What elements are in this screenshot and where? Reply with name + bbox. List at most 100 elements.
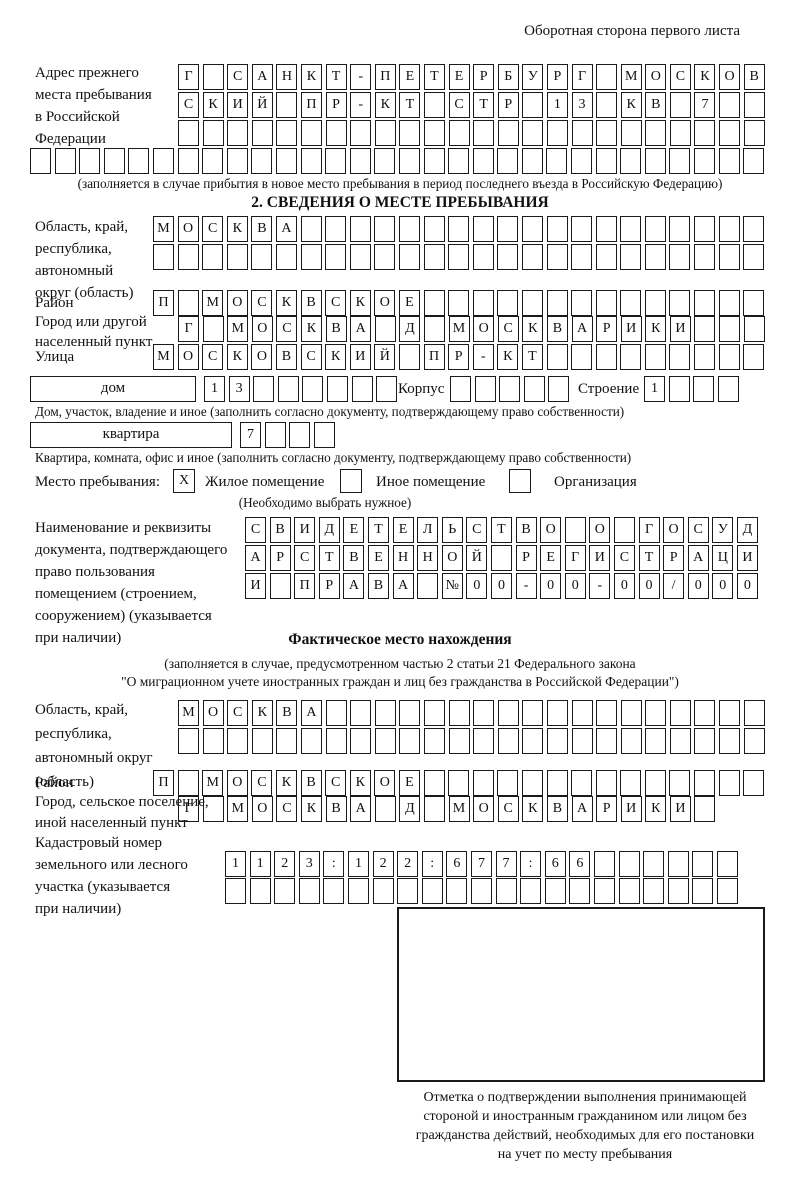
char-cell: Т: [423, 64, 445, 90]
char-cell: В: [276, 700, 298, 726]
char-cell: [667, 851, 689, 877]
char-cell: Т: [325, 64, 347, 90]
char-cell: [694, 216, 716, 242]
char-cell: [300, 728, 322, 754]
char-cell: [326, 376, 348, 402]
char-cell: К: [645, 796, 667, 822]
mesto-note: (Необходимо выбрать нужное): [238, 495, 412, 510]
doc-row-3: И П Р А В А № 0 0-0 0-0 0/0 0 0: [245, 573, 761, 599]
char-cell: [490, 545, 512, 571]
char-cell: :: [323, 851, 345, 877]
char-cell: А: [687, 545, 709, 571]
char-cell: [448, 700, 470, 726]
char-cell: [351, 376, 373, 402]
char-cell: [178, 728, 199, 754]
char-cell: И: [620, 316, 642, 342]
char-cell: Е: [540, 545, 562, 571]
char-cell: К: [620, 92, 642, 118]
char-cell: М: [620, 64, 642, 90]
char-cell: [153, 244, 174, 270]
char-cell: [719, 700, 741, 726]
char-cell: [450, 376, 471, 402]
char-cell: [325, 120, 347, 146]
ulitsa-label: Улица: [35, 349, 75, 365]
char-cell: [300, 120, 322, 146]
char-cell: С: [227, 64, 249, 90]
label-line: при наличии): [35, 901, 122, 917]
char-cell: В: [645, 92, 667, 118]
zhiloe-checkbox: X: [173, 469, 195, 493]
char-cell: К: [300, 64, 322, 90]
label-line: республика,: [35, 726, 112, 742]
char-cell: [719, 92, 741, 118]
char-cell: 3: [228, 376, 250, 402]
char-cell: [596, 92, 618, 118]
char-cell: [349, 216, 371, 242]
fact-note-2: "О миграционном учете иностранных гражда…: [121, 674, 679, 689]
char-cell: [546, 700, 568, 726]
char-cell: [669, 148, 691, 174]
inoe-checkbox: [340, 469, 362, 493]
char-cell: [374, 728, 396, 754]
char-cell: [374, 796, 396, 822]
char-cell: [79, 148, 101, 174]
char-cell: А: [571, 796, 593, 822]
char-cell: [423, 796, 445, 822]
char-cell: [446, 878, 468, 904]
char-cell: [694, 290, 716, 316]
char-cell: [177, 244, 199, 270]
char-cell: Й: [251, 92, 273, 118]
char-cell: К: [349, 770, 371, 796]
char-cell: К: [275, 290, 297, 316]
char-cell: [620, 344, 642, 370]
char-cell: [202, 796, 224, 822]
char-cell: [269, 573, 291, 599]
char-cell: М: [178, 700, 199, 726]
char-cell: [571, 148, 593, 174]
char-cell: [497, 728, 519, 754]
char-cell: В: [325, 316, 347, 342]
char-cell: П: [294, 573, 316, 599]
char-cell: [313, 422, 335, 448]
kvartira-caption: Квартира, комната, офис и иное (заполнит…: [35, 450, 632, 465]
char-cell: 3: [571, 92, 593, 118]
char-cell: [645, 700, 667, 726]
char-cell: О: [177, 216, 199, 242]
char-cell: С: [497, 796, 519, 822]
char-cell: [277, 376, 299, 402]
char-cell: А: [300, 700, 322, 726]
char-cell: [325, 216, 347, 242]
char-cell: [374, 316, 396, 342]
char-cell: -: [350, 64, 372, 90]
organizatsiya-checkbox: [509, 469, 531, 493]
char-cell: А: [571, 316, 593, 342]
char-cell: Р: [596, 316, 618, 342]
gorod-label: Город или другой населенный пункт: [35, 312, 152, 352]
char-cell: [521, 148, 543, 174]
char-cell: К: [300, 796, 322, 822]
char-cell: [620, 770, 642, 796]
char-cell: Е: [448, 64, 470, 90]
char-cell: [546, 770, 568, 796]
char-cell: [472, 244, 494, 270]
char-cell: Т: [399, 92, 421, 118]
char-cell: [669, 700, 691, 726]
char-cell: [719, 728, 741, 754]
char-cell: Б: [497, 64, 519, 90]
char-cell: [645, 728, 667, 754]
char-cell: [571, 344, 593, 370]
label-line: иной населенный пункт: [35, 815, 188, 831]
char-cell: [275, 244, 297, 270]
char-cell: [546, 290, 568, 316]
char-cell: [743, 290, 765, 316]
char-cell: [644, 244, 666, 270]
char-cell: [644, 770, 666, 796]
char-cell: Е: [399, 64, 421, 90]
char-cell: [54, 148, 76, 174]
char-cell: С: [251, 770, 273, 796]
char-cell: П: [153, 770, 174, 796]
